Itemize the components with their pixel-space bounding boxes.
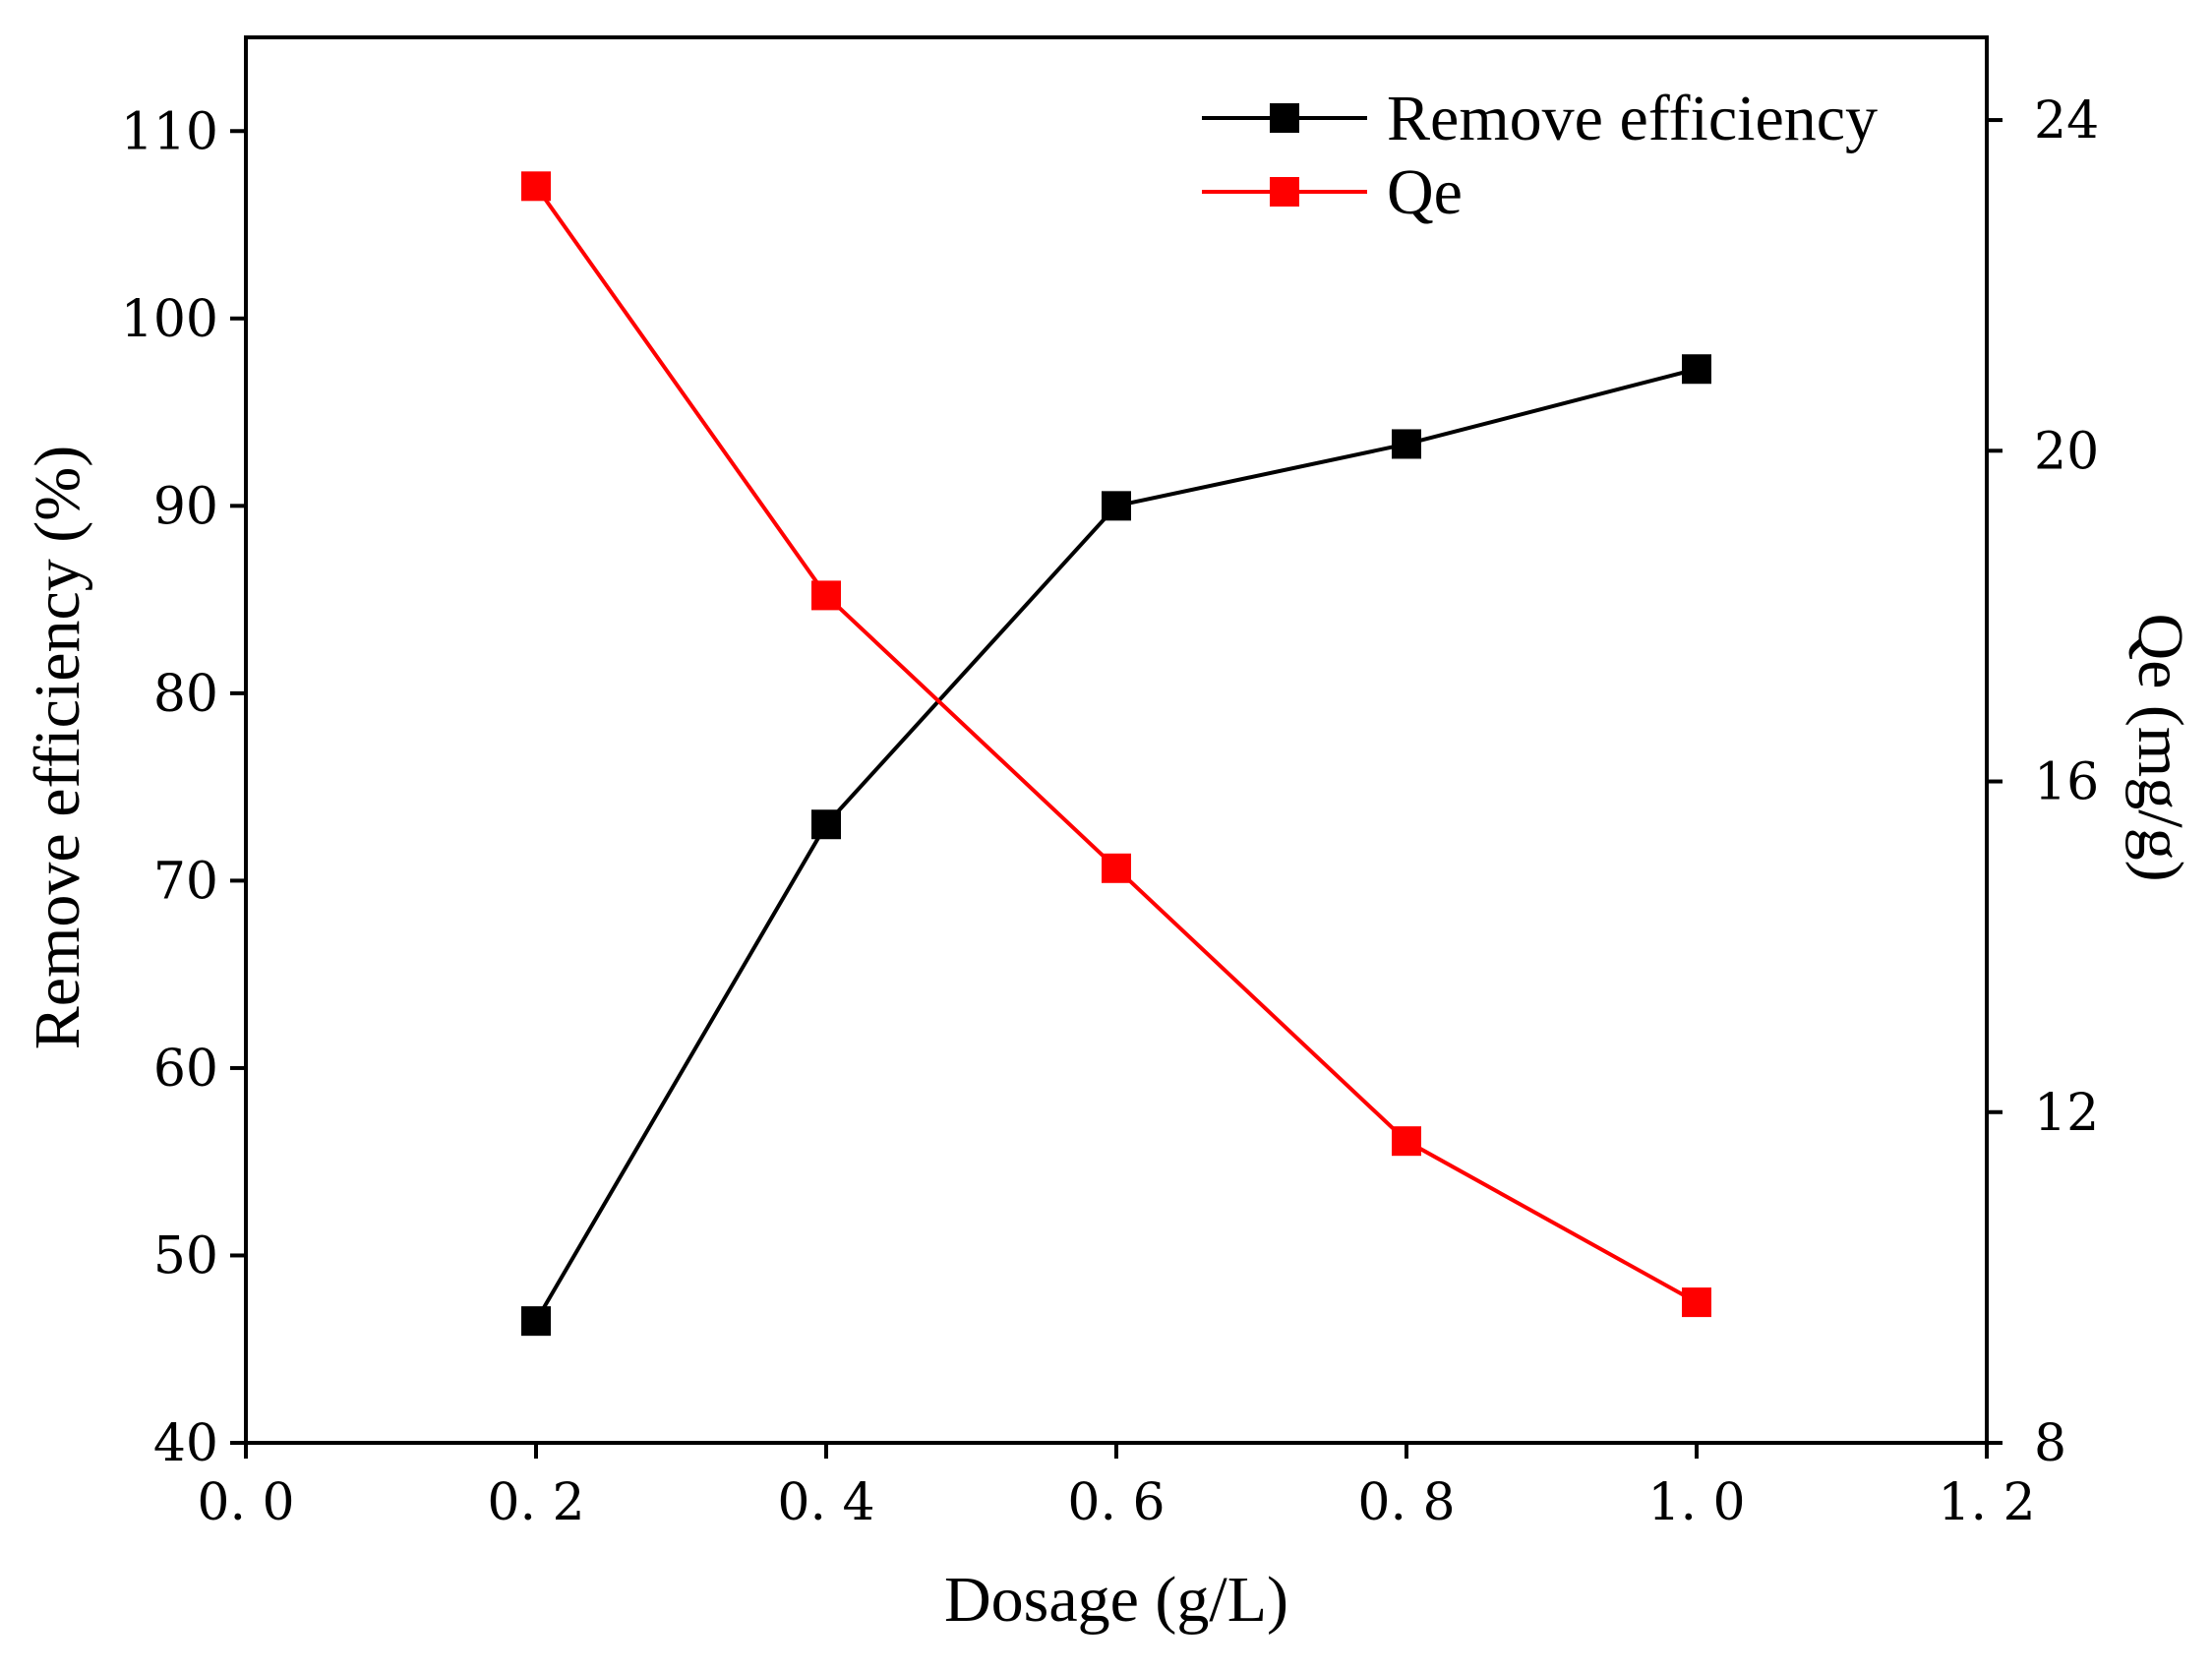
x-tick-label: 1. 0 — [1647, 1473, 1745, 1532]
y-tick-label: 70 — [153, 852, 218, 911]
y2-axis-title: Qe (mg/g) — [2124, 613, 2196, 881]
data-point-2 — [811, 580, 841, 611]
x-tick-label: 1. 2 — [1938, 1473, 2035, 1532]
x-axis-title: Dosage (g/L) — [944, 1564, 1288, 1636]
x-tick-label: 0. 4 — [777, 1473, 874, 1532]
data-point-2 — [1392, 1126, 1421, 1157]
plot-area-border — [244, 35, 1989, 1445]
y2-tick-label: 8 — [2034, 1414, 2066, 1473]
data-point-2 — [1682, 1287, 1711, 1318]
y-axis-title: Remove efficiency (%) — [22, 446, 93, 1050]
y-tick-label: 80 — [153, 665, 218, 724]
y2-tick-label: 16 — [2034, 753, 2099, 812]
x-tick-label: 0. 6 — [1067, 1473, 1165, 1532]
legend-label-1: Remove efficiency — [1387, 83, 1878, 154]
y2-tick-label: 24 — [2034, 91, 2099, 150]
series-line-2 — [534, 185, 1698, 1304]
data-point-1 — [1682, 354, 1711, 385]
data-point-1 — [811, 809, 841, 840]
legend-label-2: Qe — [1387, 156, 1463, 228]
data-point-2 — [1102, 853, 1131, 883]
x-axis-ticks: 0. 0 0. 2 0. 4 0. 6 0. 8 1. 0 1. 2 — [197, 1443, 2036, 1532]
x-tick-label: 0. 0 — [197, 1473, 294, 1532]
data-point-1 — [1392, 429, 1421, 459]
series-layer — [521, 171, 1711, 1337]
data-point-1 — [521, 1306, 551, 1337]
y2-tick-label: 20 — [2034, 422, 2099, 481]
x-tick-label: 0. 8 — [1357, 1473, 1455, 1532]
legend-marker-1 — [1270, 103, 1299, 133]
y-tick-label: 110 — [121, 102, 218, 161]
y-tick-label: 40 — [153, 1414, 218, 1473]
data-point-1 — [1102, 491, 1131, 521]
y-tick-label: 100 — [121, 290, 218, 349]
data-point-2 — [521, 171, 551, 202]
y-tick-label: 50 — [153, 1226, 218, 1285]
y-axis-ticks: 40 50 60 70 80 90 100 110 — [121, 102, 246, 1473]
y-tick-label: 60 — [153, 1040, 218, 1099]
plot-frame — [244, 35, 1989, 1445]
y-tick-label: 90 — [153, 477, 218, 536]
y2-axis-ticks: 8 12 16 20 24 — [1987, 91, 2099, 1473]
legend-marker-2 — [1270, 177, 1299, 207]
y2-tick-label: 12 — [2034, 1084, 2099, 1143]
x-tick-label: 0. 2 — [487, 1473, 584, 1532]
